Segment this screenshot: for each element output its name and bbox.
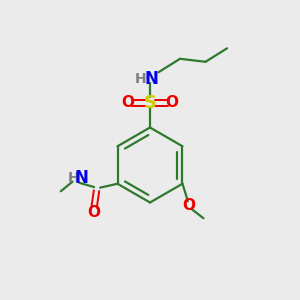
Text: N: N [75, 169, 88, 187]
Text: O: O [182, 198, 195, 213]
Text: S: S [143, 94, 157, 112]
Text: O: O [122, 95, 135, 110]
Text: H: H [135, 72, 146, 86]
Text: N: N [145, 70, 158, 88]
Text: O: O [88, 205, 100, 220]
Text: H: H [68, 171, 79, 185]
Text: O: O [165, 95, 178, 110]
